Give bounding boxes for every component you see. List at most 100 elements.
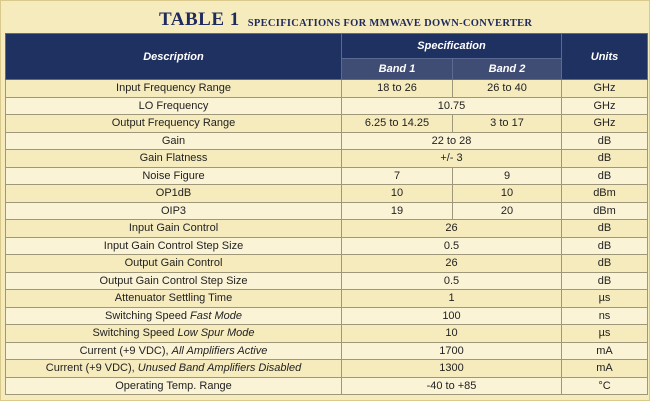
table-row: LO Frequency 10.75 GHz bbox=[5, 96, 648, 115]
cell-band2: 26 to 40 bbox=[452, 79, 562, 98]
cell-units: mA bbox=[561, 341, 648, 360]
cell-description: Input Gain Control Step Size bbox=[5, 236, 342, 255]
description-text: Output Frequency Range bbox=[111, 117, 236, 130]
description-text: Output Gain Control Step Size bbox=[99, 274, 248, 287]
cell-description: Gain Flatness bbox=[5, 149, 342, 168]
table-row: Current (+9 VDC), All Amplifiers Active 1… bbox=[5, 341, 648, 360]
cell-spec-both-bands: 0.5 bbox=[341, 236, 562, 255]
cell-units: dB bbox=[561, 166, 648, 185]
header-band1: Band 1 bbox=[341, 58, 453, 80]
table-body: Input Frequency Range 18 to 26 26 to 40 GHz… bbox=[5, 79, 648, 395]
cell-band1: 6.25 to 14.25 bbox=[341, 114, 453, 133]
cell-units: µs bbox=[561, 324, 648, 343]
table-title-sub: SPECIFICATIONS FOR MMWAVE DOWN-CONVERTER bbox=[247, 18, 533, 29]
description-text: Switching Speed bbox=[105, 309, 191, 322]
cell-units: dB bbox=[561, 149, 648, 168]
cell-band1: 18 to 26 bbox=[341, 79, 453, 98]
cell-description: Operating Temp. Range bbox=[5, 376, 342, 395]
cell-description: Output Gain Control bbox=[5, 254, 342, 273]
cell-units: dB bbox=[561, 131, 648, 150]
cell-units: GHz bbox=[561, 79, 648, 98]
description-text: Input Frequency Range bbox=[116, 82, 231, 95]
header-band2: Band 2 bbox=[452, 58, 562, 80]
description-italic-text: Unused Band Amplifiers Disabled bbox=[137, 362, 302, 375]
cell-description: Noise Figure bbox=[5, 166, 342, 185]
table-row: OIP3 19 20 dBm bbox=[5, 201, 648, 220]
description-text: Current (+9 VDC), bbox=[45, 362, 138, 375]
cell-description: Output Gain Control Step Size bbox=[5, 271, 342, 290]
table-row: Gain 22 to 28 dB bbox=[5, 131, 648, 150]
table-row: Gain Flatness +/- 3 dB bbox=[5, 149, 648, 168]
header-description: Description bbox=[5, 33, 342, 80]
table-row: Switching Speed Fast Mode 100 ns bbox=[5, 306, 648, 325]
cell-spec-both-bands: 10 bbox=[341, 324, 562, 343]
description-text: Input Gain Control bbox=[128, 222, 219, 235]
cell-description: Current (+9 VDC), All Amplifiers Active bbox=[5, 341, 342, 360]
table-row: Input Gain Control 26 dB bbox=[5, 219, 648, 238]
cell-units: °C bbox=[561, 376, 648, 395]
description-text: Operating Temp. Range bbox=[115, 379, 232, 392]
cell-units: GHz bbox=[561, 96, 648, 115]
table-row: Output Gain Control 26 dB bbox=[5, 254, 648, 273]
header-units: Units bbox=[561, 33, 648, 80]
table-row: Operating Temp. Range -40 to +85 °C bbox=[5, 376, 648, 395]
cell-units: dBm bbox=[561, 184, 648, 203]
cell-description: OIP3 bbox=[5, 201, 342, 220]
cell-description: Input Frequency Range bbox=[5, 79, 342, 98]
description-text: LO Frequency bbox=[138, 99, 209, 112]
cell-units: µs bbox=[561, 289, 648, 308]
cell-description: Switching Speed Fast Mode bbox=[5, 306, 342, 325]
cell-description: Attenuator Settling Time bbox=[5, 289, 342, 308]
description-text: Attenuator Settling Time bbox=[114, 292, 233, 305]
description-text: OIP3 bbox=[160, 204, 187, 217]
cell-description: Current (+9 VDC), Unused Band Amplifiers… bbox=[5, 359, 342, 378]
description-italic-text: All Amplifiers Active bbox=[171, 344, 268, 357]
spec-table: Description Specification Units Band 1 B… bbox=[5, 33, 648, 395]
cell-spec-both-bands: 26 bbox=[341, 219, 562, 238]
cell-spec-both-bands: 1700 bbox=[341, 341, 562, 360]
description-text: Current (+9 VDC), bbox=[79, 344, 172, 357]
cell-description: OP1dB bbox=[5, 184, 342, 203]
cell-spec-both-bands: 10.75 bbox=[341, 96, 562, 115]
cell-description: Gain bbox=[5, 131, 342, 150]
header-specification: Specification bbox=[341, 33, 562, 59]
table-row: OP1dB 10 10 dBm bbox=[5, 184, 648, 203]
cell-units: dB bbox=[561, 254, 648, 273]
table-row: Current (+9 VDC), Unused Band Amplifiers… bbox=[5, 359, 648, 378]
cell-spec-both-bands: +/- 3 bbox=[341, 149, 562, 168]
description-text: Noise Figure bbox=[142, 169, 205, 182]
cell-description: Output Frequency Range bbox=[5, 114, 342, 133]
cell-band1: 10 bbox=[341, 184, 453, 203]
table-row: Output Frequency Range 6.25 to 14.25 3 to … bbox=[5, 114, 648, 133]
table-row: Input Frequency Range 18 to 26 26 to 40 GHz bbox=[5, 79, 648, 98]
cell-units: mA bbox=[561, 359, 648, 378]
cell-description: Input Gain Control bbox=[5, 219, 342, 238]
cell-units: dBm bbox=[561, 201, 648, 220]
description-italic-text: Low Spur Mode bbox=[177, 327, 255, 340]
table-title: TABLE 1 SPECIFICATIONS FOR MMWAVE DOWN-C… bbox=[9, 7, 643, 31]
cell-units: GHz bbox=[561, 114, 648, 133]
cell-units: dB bbox=[561, 219, 648, 238]
cell-description: LO Frequency bbox=[5, 96, 342, 115]
cell-spec-both-bands: 100 bbox=[341, 306, 562, 325]
cell-band1: 7 bbox=[341, 166, 453, 185]
table-row: Noise Figure 7 9 dB bbox=[5, 166, 648, 185]
cell-spec-both-bands: 1 bbox=[341, 289, 562, 308]
cell-band1: 19 bbox=[341, 201, 453, 220]
cell-band2: 3 to 17 bbox=[452, 114, 562, 133]
cell-band2: 20 bbox=[452, 201, 562, 220]
description-italic-text: Fast Mode bbox=[190, 309, 242, 322]
cell-spec-both-bands: 26 bbox=[341, 254, 562, 273]
table-row: Input Gain Control Step Size 0.5 dB bbox=[5, 236, 648, 255]
cell-band2: 10 bbox=[452, 184, 562, 203]
description-text: Gain Flatness bbox=[139, 152, 208, 165]
description-text: Output Gain Control bbox=[124, 257, 223, 270]
table-title-main: TABLE 1 bbox=[159, 9, 240, 30]
cell-spec-both-bands: 1300 bbox=[341, 359, 562, 378]
cell-spec-both-bands: 22 to 28 bbox=[341, 131, 562, 150]
cell-units: dB bbox=[561, 271, 648, 290]
cell-spec-both-bands: 0.5 bbox=[341, 271, 562, 290]
description-text: OP1dB bbox=[155, 187, 192, 200]
cell-description: Switching Speed Low Spur Mode bbox=[5, 324, 342, 343]
